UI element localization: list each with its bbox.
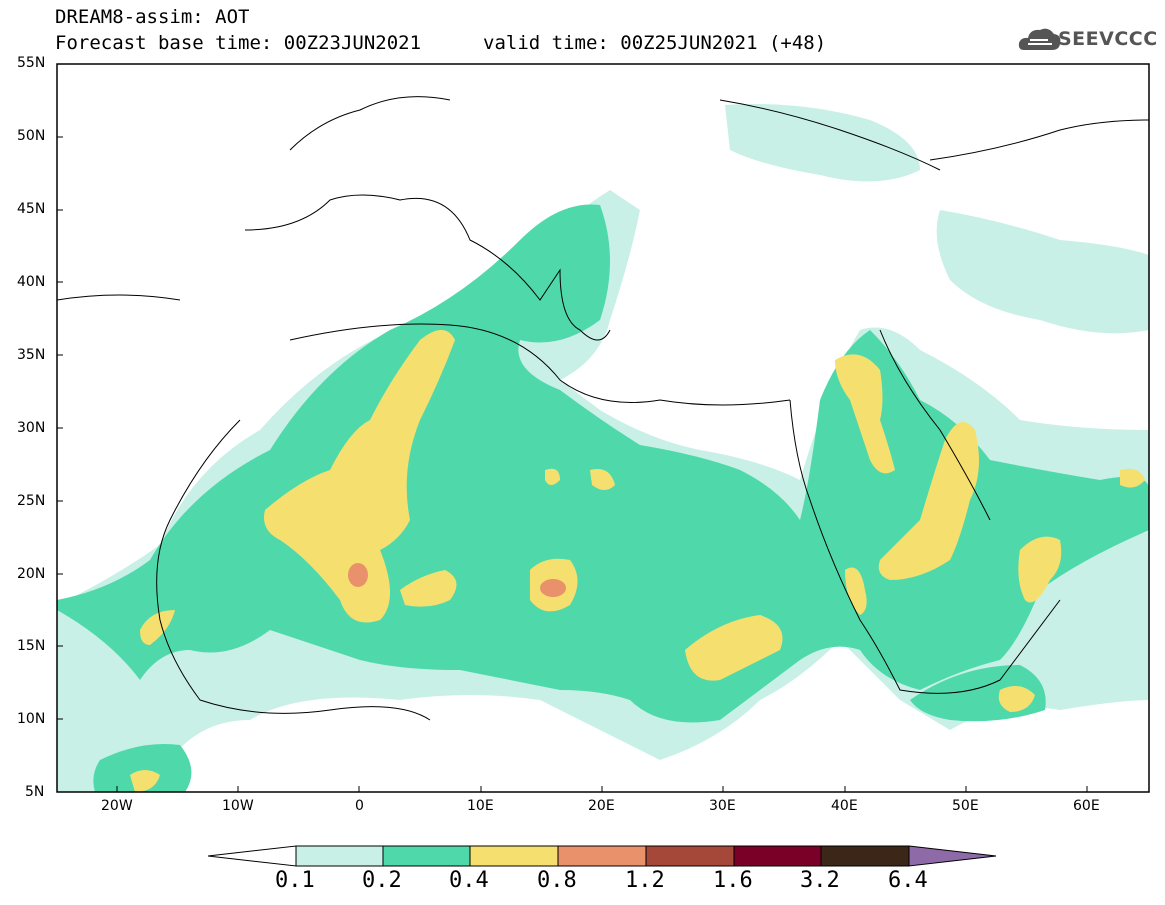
lat-label: 20N (17, 566, 46, 582)
colorbar-label: 1.6 (713, 868, 753, 893)
lon-label: 30E (709, 798, 736, 814)
lon-label: 40E (831, 798, 858, 814)
base-time: Forecast base time: 00Z23JUN2021 (55, 32, 422, 54)
colorbar-label: 3.2 (800, 868, 840, 893)
lon-label: 60E (1073, 798, 1100, 814)
colorbar (207, 845, 997, 867)
lat-label: 25N (17, 493, 46, 509)
colorbar-label: 0.8 (537, 868, 577, 893)
lat-label: 55N (17, 55, 46, 71)
lon-label: 20E (588, 798, 615, 814)
aot-contours (57, 104, 1149, 792)
valid-time: valid time: 00Z25JUN2021 (+48) (483, 32, 827, 54)
lat-label: 50N (17, 128, 46, 144)
lon-label: 10E (467, 798, 494, 814)
lat-label: 15N (17, 638, 46, 654)
logo-text: SEEVCCC (1058, 28, 1158, 50)
lon-label: 20W (101, 798, 133, 814)
colorbar-label: 0.4 (449, 868, 489, 893)
lat-label: 35N (17, 347, 46, 363)
lat-label: 40N (17, 274, 46, 290)
colorbar-label: 0.2 (362, 868, 402, 893)
coastlines (57, 96, 1149, 721)
colorbar-label: 6.4 (888, 868, 928, 893)
lon-label: 10W (222, 798, 254, 814)
lon-label: 50E (952, 798, 979, 814)
colorbar-label: 1.2 (625, 868, 665, 893)
lon-label: 0 (355, 798, 364, 814)
lat-label: 45N (17, 201, 46, 217)
colorbar-label: 0.1 (275, 868, 315, 893)
lat-label: 30N (17, 420, 46, 436)
lat-label: 10N (17, 711, 46, 727)
cloud-icon (1018, 28, 1061, 50)
map-title: DREAM8-assim: AOT (55, 6, 250, 28)
lat-label: 5N (25, 784, 45, 800)
